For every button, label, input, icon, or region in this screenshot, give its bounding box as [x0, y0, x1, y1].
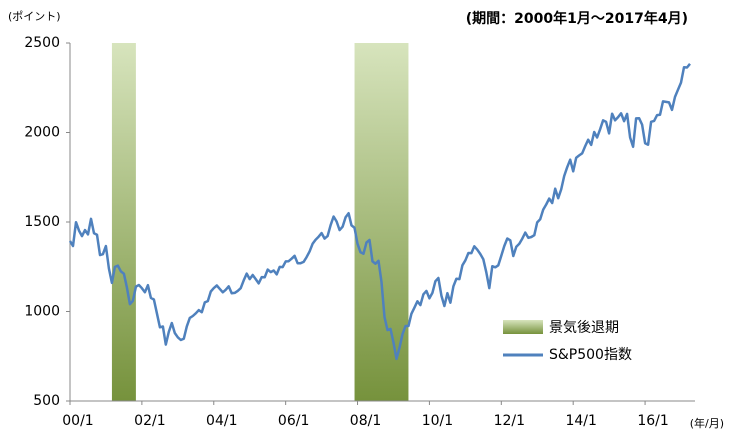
x-tick-label: 12/1: [494, 413, 525, 429]
y-tick-label: 2000: [24, 125, 60, 141]
legend-label: 景気後退期: [549, 320, 619, 336]
x-tick-label: 08/1: [350, 413, 381, 429]
x-tick-label: 00/1: [62, 413, 93, 429]
period-note: (期間：2000年1月～2017年4月): [466, 10, 688, 27]
y-tick-label: 2500: [24, 35, 60, 51]
x-tick-label: 14/1: [565, 413, 596, 429]
y-tick-label: 1000: [24, 304, 60, 320]
x-tick-label: 06/1: [278, 413, 309, 429]
x-tick-label: 10/1: [422, 413, 453, 429]
x-tick-label: 04/1: [206, 413, 237, 429]
series-line: [68, 63, 691, 361]
y-tick-label: 500: [33, 393, 60, 409]
x-tick-label: 02/1: [134, 413, 165, 429]
legend-swatch: [503, 320, 543, 334]
x-unit: (年/月): [690, 416, 724, 430]
x-tick-label: 16/1: [637, 413, 668, 429]
y-unit: (ポイント): [8, 10, 61, 23]
legend-label: S&P500指数: [549, 347, 632, 363]
y-tick-label: 1500: [24, 214, 60, 230]
recession-band: [354, 43, 409, 401]
recession-band: [111, 43, 136, 401]
